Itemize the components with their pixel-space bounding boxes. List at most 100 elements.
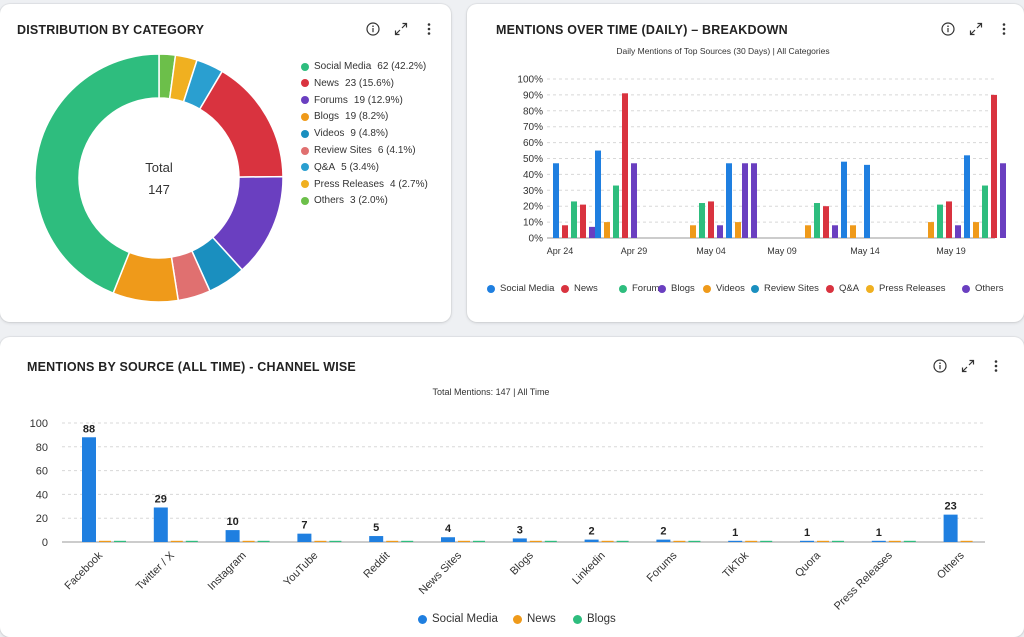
time-bar[interactable] — [562, 225, 568, 238]
source-bar-social-media[interactable] — [297, 533, 312, 542]
time-bar[interactable] — [991, 94, 997, 239]
source-bar-blogs[interactable] — [616, 540, 629, 542]
source-bar-social-media[interactable] — [512, 538, 527, 542]
source-bar-social-media[interactable] — [369, 536, 384, 542]
time-bar[interactable] — [622, 93, 628, 238]
time-bar[interactable] — [964, 155, 970, 238]
time-bar[interactable] — [805, 225, 811, 238]
source-bar-news[interactable] — [99, 540, 111, 542]
time-legend-item-social-media[interactable]: Social Media — [487, 283, 554, 294]
time-legend-item-others[interactable]: Others — [962, 283, 1004, 294]
time-bar[interactable] — [580, 204, 586, 238]
time-bar[interactable] — [726, 163, 732, 238]
source-bar-blogs[interactable] — [114, 540, 126, 542]
source-bar-blogs[interactable] — [688, 540, 701, 542]
source-bar-blogs[interactable] — [832, 540, 844, 542]
source-bar-news[interactable] — [458, 540, 470, 542]
source-bar-blogs[interactable] — [329, 540, 342, 542]
time-bar[interactable] — [595, 150, 601, 238]
source-bar-news[interactable] — [170, 540, 183, 542]
source-bar-news[interactable] — [817, 540, 829, 542]
time-bar[interactable] — [751, 163, 757, 238]
legend-item-review-sites[interactable]: Review Sites 6 (4.1%) — [301, 145, 416, 156]
source-bar-social-media[interactable] — [800, 540, 814, 542]
time-bar[interactable] — [631, 163, 637, 238]
source-bar-social-media[interactable] — [584, 539, 599, 542]
time-bar[interactable] — [982, 185, 988, 238]
source-bar-blogs[interactable] — [185, 540, 198, 542]
time-bar[interactable] — [955, 225, 961, 238]
info-icon[interactable] — [366, 22, 380, 36]
time-bar[interactable] — [841, 161, 847, 238]
expand-icon[interactable] — [969, 22, 983, 36]
time-bar[interactable] — [832, 225, 838, 238]
time-legend-item-news[interactable]: News — [561, 283, 598, 294]
time-bar[interactable] — [814, 203, 820, 238]
legend-item-q-a[interactable]: Q&A 5 (3.4%) — [301, 162, 379, 173]
source-bar-blogs[interactable] — [257, 540, 270, 542]
source-bar-social-media[interactable] — [656, 539, 671, 542]
source-bar-news[interactable] — [242, 540, 255, 542]
expand-icon[interactable] — [394, 22, 408, 36]
source-bar-news[interactable] — [888, 540, 901, 542]
time-bar[interactable] — [589, 226, 595, 238]
time-bar[interactable] — [850, 225, 856, 238]
time-legend-item-forums[interactable]: Forums — [619, 283, 664, 294]
source-bar-blogs[interactable] — [401, 540, 414, 542]
source-bar-news[interactable] — [960, 540, 973, 542]
source-legend-item-social-media[interactable]: Social Media — [418, 613, 498, 625]
source-bar-social-media[interactable] — [943, 514, 958, 542]
source-bar-blogs[interactable] — [760, 540, 773, 542]
time-bar[interactable] — [973, 222, 979, 238]
source-bar-social-media[interactable] — [82, 437, 96, 542]
time-bar[interactable] — [937, 204, 943, 238]
source-bar-news[interactable] — [386, 540, 399, 542]
more-menu-icon[interactable] — [422, 22, 436, 36]
legend-item-blogs[interactable]: Blogs 19 (8.2%) — [301, 111, 388, 122]
time-bar[interactable] — [742, 163, 748, 238]
time-legend-item-review-sites[interactable]: Review Sites — [751, 283, 819, 294]
time-legend-item-q-a[interactable]: Q&A — [826, 283, 859, 294]
time-legend-item-blogs[interactable]: Blogs — [658, 283, 695, 294]
source-legend-item-news[interactable]: News — [513, 613, 556, 625]
legend-item-news[interactable]: News 23 (15.6%) — [301, 78, 394, 89]
source-bar-blogs[interactable] — [473, 540, 485, 542]
donut-slice-news[interactable] — [198, 70, 284, 178]
time-bar[interactable] — [699, 203, 705, 238]
source-bar-blogs[interactable] — [903, 540, 916, 542]
source-bar-social-media[interactable] — [153, 507, 168, 542]
source-bar-blogs[interactable] — [544, 540, 557, 542]
time-bar[interactable] — [928, 222, 934, 238]
info-icon[interactable] — [941, 22, 955, 36]
time-bar[interactable] — [553, 163, 559, 238]
legend-item-press-releases[interactable]: Press Releases 4 (2.7%) — [301, 179, 428, 190]
time-bar[interactable] — [613, 185, 619, 238]
time-bar[interactable] — [708, 201, 714, 238]
source-bar-news[interactable] — [745, 540, 758, 542]
more-menu-icon[interactable] — [989, 359, 1003, 373]
legend-item-others[interactable]: Others 3 (2.0%) — [301, 195, 388, 206]
source-bar-news[interactable] — [673, 540, 686, 542]
time-legend-item-videos[interactable]: Videos — [703, 283, 745, 294]
source-bar-news[interactable] — [314, 540, 327, 542]
expand-icon[interactable] — [961, 359, 975, 373]
source-bar-social-media[interactable] — [225, 530, 240, 542]
time-bar[interactable] — [571, 201, 577, 238]
source-bar-news[interactable] — [601, 540, 614, 542]
time-bar[interactable] — [823, 206, 829, 238]
time-bar[interactable] — [864, 164, 870, 238]
legend-item-forums[interactable]: Forums 19 (12.9%) — [301, 95, 403, 106]
time-bar[interactable] — [604, 222, 610, 238]
donut-slice-social-media[interactable] — [34, 53, 160, 295]
time-bar[interactable] — [735, 222, 741, 238]
time-bar[interactable] — [690, 225, 696, 238]
more-menu-icon[interactable] — [997, 22, 1011, 36]
source-bar-social-media[interactable] — [441, 537, 455, 542]
info-icon[interactable] — [933, 359, 947, 373]
source-bar-social-media[interactable] — [871, 540, 886, 542]
source-bar-social-media[interactable] — [728, 540, 743, 542]
time-bar[interactable] — [1000, 163, 1006, 238]
legend-item-social-media[interactable]: Social Media 62 (42.2%) — [301, 61, 426, 72]
time-legend-item-press-releases[interactable]: Press Releases — [866, 283, 946, 294]
source-legend-item-blogs[interactable]: Blogs — [573, 613, 616, 625]
